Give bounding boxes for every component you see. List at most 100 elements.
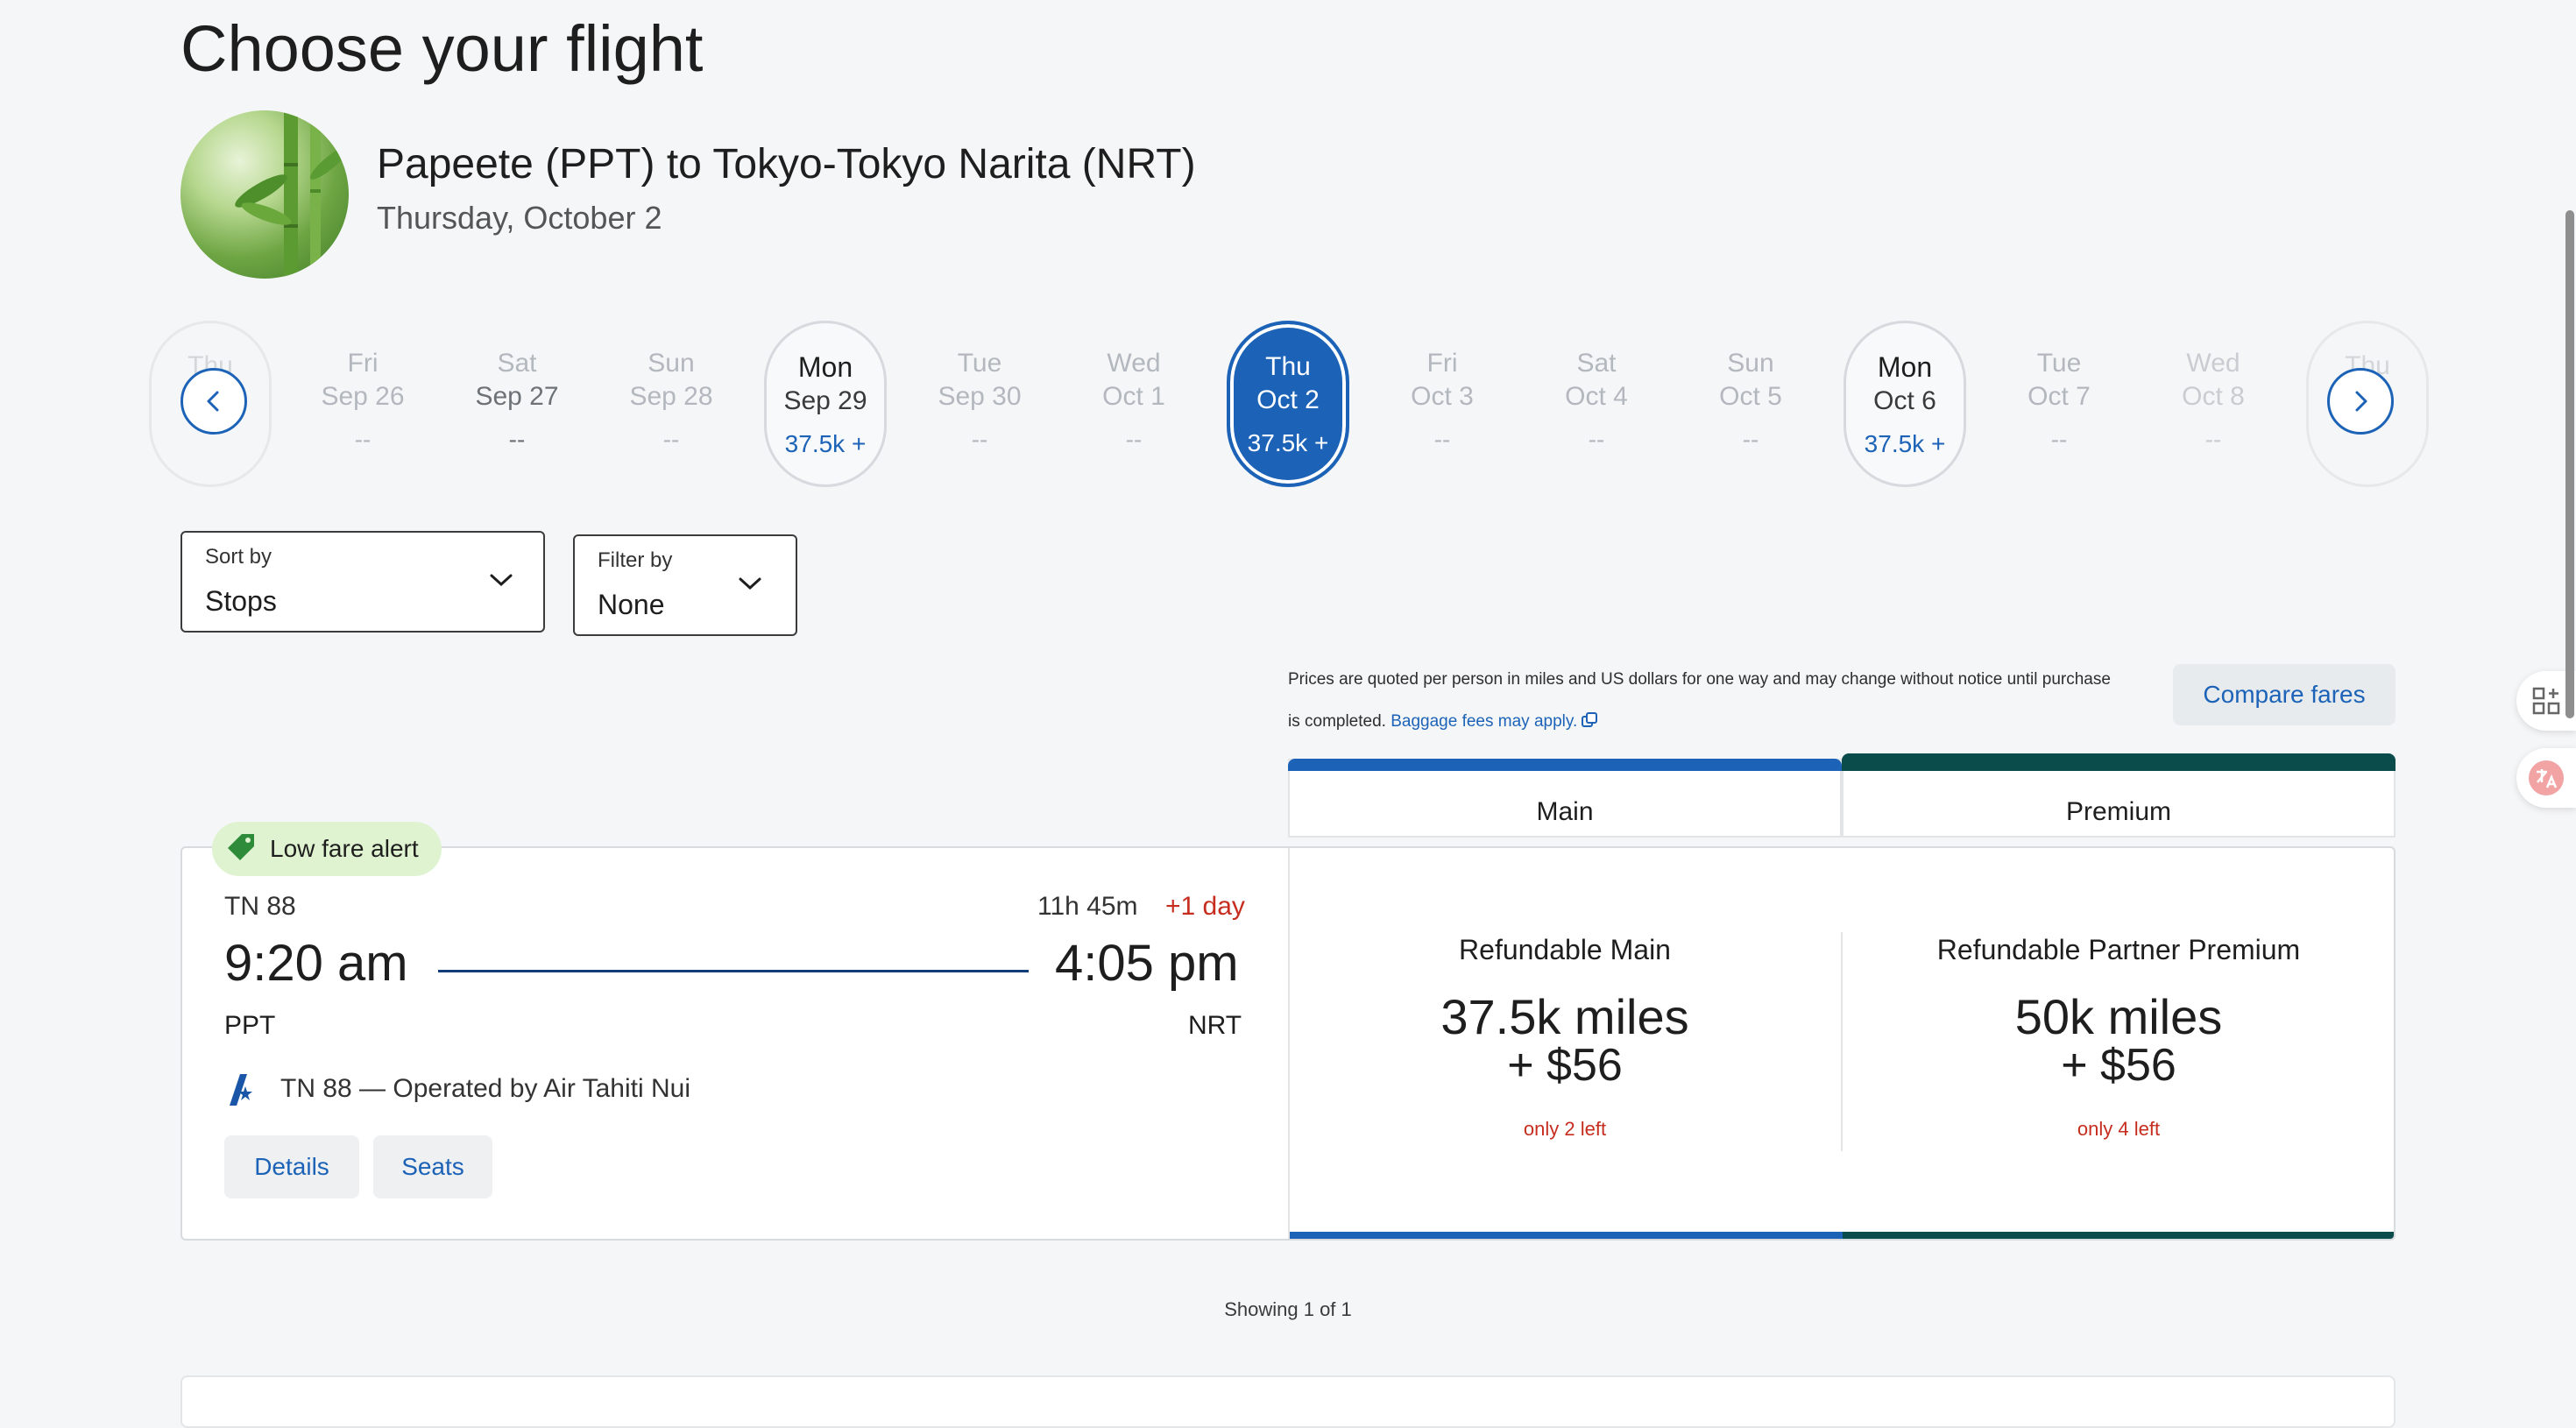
date-item[interactable]: Sat Oct 4 -- [1535,321,1658,487]
date-weekday: Mon [797,351,853,383]
flight-route-line [438,970,1029,972]
date-price: -- [354,426,372,453]
date-item[interactable]: Sat Sep 27 -- [456,321,578,487]
card-divider [1288,848,1290,1239]
date-item-selected[interactable]: Thu Oct 2 37.5k + [1227,321,1349,487]
date-item[interactable]: Fri Sep 26 -- [301,321,424,487]
date-price: -- [1125,426,1143,453]
fare-divider [1841,932,1843,1151]
fare-name: Refundable Partner Premium [1936,934,2301,965]
seats-button[interactable]: Seats [373,1135,492,1198]
date-day: Oct 7 [2028,382,2091,411]
compare-fares-button[interactable]: Compare fares [2173,664,2396,725]
arrive-time: 4:05 pm [1055,935,1239,992]
air-tahiti-nui-logo-icon [230,1074,252,1106]
cabin-tab-accent [1842,753,2396,771]
date-item[interactable]: Sun Oct 5 -- [1689,321,1812,487]
seats-left: only 2 left [1523,1118,1607,1140]
flight-number: TN 88 [224,892,296,921]
date-item-available[interactable]: Mon Oct 6 37.5k + [1844,321,1966,487]
external-link-icon [1582,712,1598,727]
date-day: Sep 28 [629,382,713,411]
price-note-text: Prices are quoted per person in miles an… [1288,670,2111,731]
fare-cash: + $56 [2061,1040,2176,1091]
date-weekday: Wed [1107,349,1161,378]
depart-time: 9:20 am [224,935,408,992]
date-day: Oct 5 [1719,382,1782,411]
date-weekday: Tue [957,349,1002,378]
cabin-tab-premium[interactable]: Premium [1842,753,2396,838]
date-price: -- [662,426,680,453]
fare-option-main[interactable]: Refundable Main 37.5k miles + $56 only 2… [1288,846,1842,1241]
route-date: Thursday, October 2 [377,200,662,236]
date-day: Oct 1 [1102,382,1165,411]
next-section-card [180,1375,2396,1428]
baggage-fees-link[interactable]: Baggage fees may apply. [1391,712,1598,731]
cabin-tab-accent [1288,759,1842,771]
next-dates-button[interactable] [2327,368,2394,435]
date-day: Oct 8 [2182,382,2245,411]
chevron-right-icon [2355,391,2367,412]
date-item[interactable]: Wed Oct 8 -- [2152,321,2275,487]
date-price: -- [1588,426,1605,453]
date-price: -- [1742,426,1759,453]
date-weekday: Sat [497,349,537,378]
date-weekday: Sun [648,349,695,378]
main-fare-bar [1290,1232,1843,1239]
flight-card [180,846,2396,1241]
date-price: -- [508,426,526,453]
date-weekday: Thu [1265,352,1311,381]
low-fare-alert-badge: Low fare alert [212,822,442,876]
sort-label: Sort by [205,545,272,569]
date-item[interactable]: Fri Oct 3 -- [1381,321,1504,487]
date-price: -- [971,426,988,453]
sort-dropdown[interactable]: Sort by Stops [180,531,545,633]
date-weekday: Mon [1877,351,1933,383]
flight-duration: 11h 45m [1037,892,1138,921]
premium-fare-bar [1843,1232,2394,1239]
cabin-tab-main[interactable]: Main [1288,759,1842,838]
date-day: Oct 6 [1873,386,1936,415]
cabin-tab-label: Premium [2065,797,2171,826]
day-offset: +1 day [1165,892,1245,921]
fare-miles: 37.5k miles [1440,989,1689,1044]
date-price: 37.5k + [1864,430,1946,457]
scrollbar-thumb[interactable] [2565,210,2574,718]
date-item-available[interactable]: Mon Sep 29 37.5k + [764,321,887,487]
date-price: 37.5k + [784,430,867,457]
origin-code: PPT [224,1011,276,1040]
details-button[interactable]: Details [224,1135,359,1198]
fare-miles: 50k miles [2014,989,2223,1044]
date-weekday: Tue [2036,349,2082,378]
date-item[interactable]: Sun Sep 28 -- [610,321,732,487]
date-price: 37.5k + [1247,429,1329,456]
date-item[interactable]: Tue Sep 30 -- [918,321,1041,487]
date-item[interactable]: Tue Oct 7 -- [1998,321,2120,487]
date-day: Oct 4 [1565,382,1628,411]
fare-cash: + $56 [1507,1040,1623,1091]
filter-dropdown[interactable]: Filter by None [573,534,797,636]
chevron-down-icon [739,577,761,590]
date-weekday: Fri [1426,349,1458,378]
chevron-down-icon [490,574,513,587]
date-day: Sep 27 [475,382,559,411]
fare-name: Refundable Main [1459,934,1671,965]
translate-icon [2529,760,2564,795]
seats-left: only 4 left [2077,1118,2161,1140]
cabin-tab-label: Main [1536,797,1594,826]
translate-tool-button[interactable] [2516,748,2576,808]
fare-option-premium[interactable]: Refundable Partner Premium 50k miles + $… [1842,846,2396,1241]
qr-grid-icon [2532,687,2560,715]
date-item[interactable]: Wed Oct 1 -- [1072,321,1195,487]
destination-photo [180,110,349,279]
operated-by: TN 88 — Operated by Air Tahiti Nui [280,1074,690,1103]
page-title: Choose your flight [180,12,704,85]
prev-dates-button[interactable] [180,368,247,435]
results-count: Showing 1 of 1 [1224,1298,1352,1320]
date-weekday: Fri [347,349,379,378]
price-note: Prices are quoted per person in miles an… [1288,659,2112,743]
date-price: -- [2050,426,2068,453]
date-day: Sep 26 [321,382,405,411]
filter-value: None [598,589,665,620]
date-weekday: Wed [2186,349,2240,378]
